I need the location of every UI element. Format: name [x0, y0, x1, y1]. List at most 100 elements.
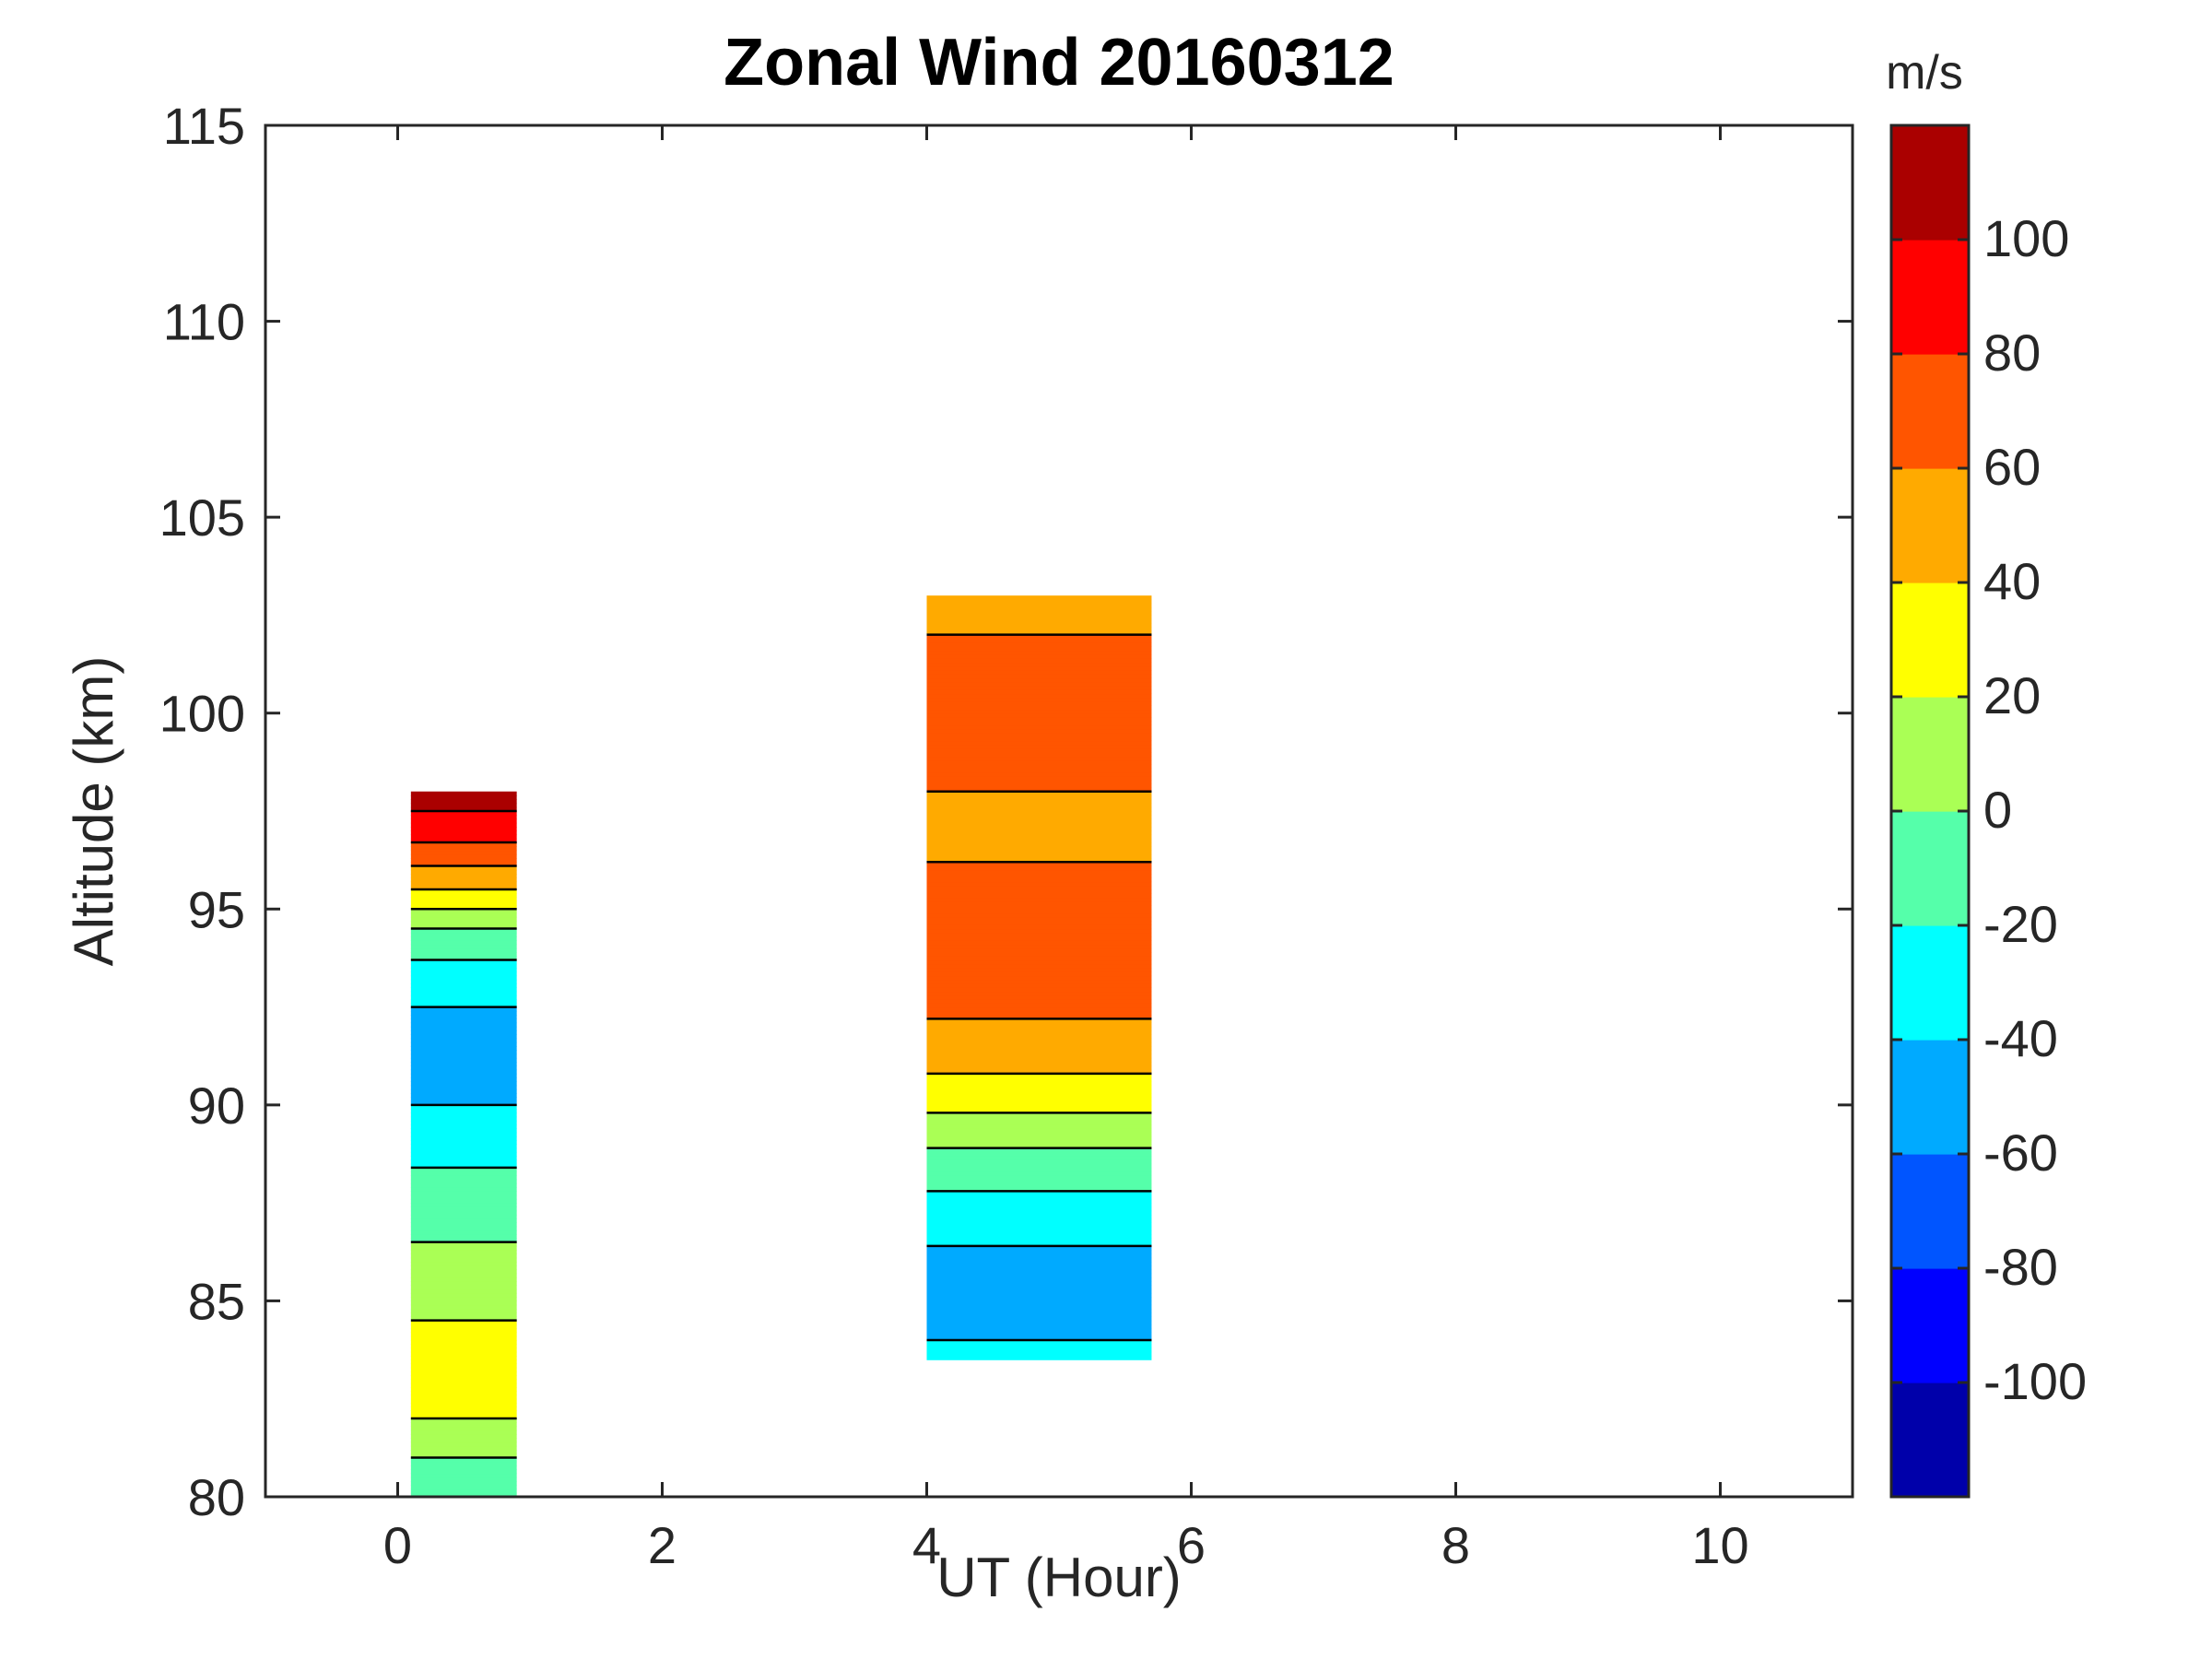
y-tick-label: 90 [188, 1077, 245, 1135]
contour-band [926, 1328, 1152, 1334]
contour-band [926, 928, 1152, 934]
contour-band [410, 806, 517, 812]
colorbar-tick-label: -20 [1983, 895, 2058, 953]
colorbar-tick-label: 60 [1983, 438, 2041, 496]
contour-band [410, 1281, 517, 1287]
contour-band [926, 1230, 1152, 1235]
contour-band [410, 1128, 517, 1134]
contour-band [926, 924, 1152, 930]
contour-band [410, 983, 517, 988]
colorbar: -100 -80 -60 -40 -20 0 20 40 60 80 100 [1889, 124, 2087, 1499]
contour-band [926, 1269, 1152, 1275]
contour-band [926, 771, 1152, 777]
contour-band [926, 885, 1152, 890]
contour-band [926, 1292, 1152, 1298]
contour-band [926, 662, 1152, 667]
contour-band [410, 1214, 517, 1219]
colorbar-tick-label: 20 [1983, 666, 2041, 724]
contour-band [926, 689, 1152, 695]
contour-band [926, 783, 1152, 789]
y-tick-label: 100 [159, 685, 245, 743]
contour-band [926, 1182, 1152, 1188]
contour-band [926, 1069, 1152, 1075]
contour-band [410, 1363, 517, 1369]
contour-band [926, 1210, 1152, 1216]
contour-panel [410, 791, 517, 1497]
contour-band [410, 1226, 517, 1231]
contour-band [410, 1053, 517, 1059]
contour-band [410, 1151, 517, 1157]
contour-band [410, 1210, 517, 1216]
contour-band [410, 842, 517, 847]
contour-band [926, 1312, 1152, 1318]
contour-band [410, 1167, 517, 1172]
contour-band [410, 1449, 517, 1454]
contour-band [926, 1062, 1152, 1066]
contour-band [926, 658, 1152, 664]
x-tick-label: 6 [1177, 1516, 1206, 1574]
plot-frame [264, 124, 1854, 1499]
contour-band [410, 1469, 517, 1475]
contour-band [410, 1371, 517, 1376]
contour-band [926, 736, 1152, 742]
contour-band [410, 1312, 517, 1318]
contour-band [926, 665, 1152, 671]
contour-band [926, 889, 1152, 894]
contour-band [410, 991, 517, 996]
contour-band [410, 1006, 517, 1012]
contour-band [410, 1316, 517, 1322]
contour-band [410, 1088, 517, 1094]
contour-band [926, 1100, 1152, 1106]
contour-band [926, 983, 1152, 988]
contour-band [410, 1445, 517, 1451]
contour-band [410, 1182, 517, 1188]
contour-band [410, 928, 517, 934]
contour-band [410, 1292, 517, 1298]
contour-band [926, 865, 1152, 871]
contour-band [410, 830, 517, 836]
contour-band [410, 909, 517, 914]
x-tick-label: 10 [1691, 1516, 1748, 1574]
contour-band [926, 1093, 1152, 1098]
contour-band [410, 1308, 517, 1313]
contour-band [926, 877, 1152, 883]
contour-band [410, 905, 517, 910]
contour-band [410, 1038, 517, 1043]
contour-band [410, 1438, 517, 1443]
contour-band [926, 1253, 1152, 1259]
contour-band [410, 1135, 517, 1141]
contour-band [926, 599, 1152, 605]
contour-band [410, 1335, 517, 1341]
contour-band [926, 768, 1152, 773]
contour-band [410, 963, 517, 969]
contour-band [410, 1057, 517, 1063]
contour-band [926, 1046, 1152, 1051]
contour-band [410, 1156, 517, 1160]
contour-band [410, 818, 517, 824]
contour-band [410, 1022, 517, 1028]
contour-band [926, 1109, 1152, 1113]
contour-band [410, 1206, 517, 1212]
contour-band [926, 1038, 1152, 1043]
contour-band [410, 1355, 517, 1360]
contour-band [926, 1112, 1152, 1118]
contour-band [926, 787, 1152, 793]
contour-band [410, 1116, 517, 1122]
contour-band [410, 1402, 517, 1407]
contour-band [410, 1457, 517, 1463]
contour-band [926, 846, 1152, 852]
contour-band [410, 858, 517, 863]
contour-band [926, 642, 1152, 648]
contour-band [410, 1300, 517, 1306]
colorbar-segment [1891, 1154, 1969, 1269]
contour-band [410, 791, 517, 796]
contour-band [410, 1273, 517, 1278]
contour-band [410, 889, 517, 894]
contour-band [410, 968, 517, 972]
contour-band [926, 1097, 1152, 1102]
contour-band [926, 1234, 1152, 1240]
colorbar-tick-label: -60 [1983, 1124, 2058, 1182]
contour-band [926, 653, 1152, 659]
contour-band [410, 846, 517, 852]
colorbar-segment [1891, 697, 1969, 812]
